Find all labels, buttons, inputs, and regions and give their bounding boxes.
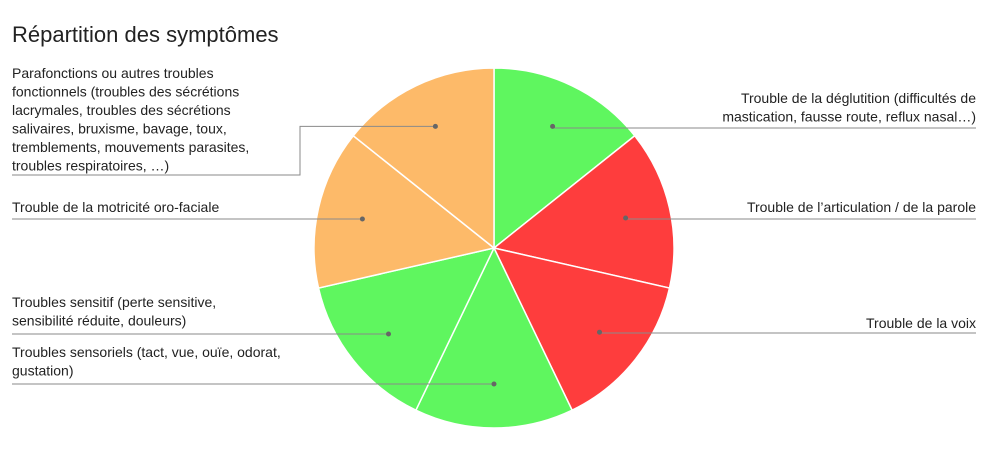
pie-slice-5 [317, 246, 496, 412]
leader-dot-6 [359, 216, 365, 222]
leader-dot-7 [432, 123, 438, 129]
slice-label-5: Troubles sensitif (perte sensitive, sensi… [12, 294, 216, 329]
leader-dot-1 [550, 123, 556, 129]
slice-label-1: Trouble de la déglutition (difficultés d… [722, 90, 976, 125]
slice-label-line: tremblements, mouvements parasites, [12, 139, 249, 155]
chart-title: Répartition des symptômes [12, 22, 279, 47]
leader-lines [12, 123, 976, 387]
slice-label-6: Trouble de la motricité oro-faciale [12, 199, 219, 215]
slice-label-line: Trouble de la déglutition (difficultés d… [741, 90, 976, 106]
slice-label-line: mastication, fausse route, reflux nasal…… [722, 109, 976, 125]
leader-dot-4 [491, 381, 497, 387]
leader-line-7 [12, 125, 436, 176]
slice-label-2: Trouble de l’articulation / de la parole [747, 199, 976, 215]
slice-label-line: salivaires, bruxisme, bavage, toux, [12, 121, 227, 137]
slice-label-line: Trouble de la motricité oro-faciale [12, 199, 219, 215]
slice-label-line: Troubles sensitif (perte sensitive, [12, 294, 216, 310]
leader-dot-5 [386, 331, 391, 337]
slice-label-7: Parafonctions ou autres troubles fonction… [12, 65, 249, 174]
pie-slices [313, 67, 675, 429]
slice-label-line: fonctionnels (troubles des sécrétions [12, 84, 239, 100]
leader-dot-2 [623, 215, 629, 221]
pie-slice-1 [493, 67, 636, 250]
leader-dot-3 [597, 329, 602, 335]
pie-slice-6 [313, 134, 496, 289]
slice-label-line: Parafonctions ou autres troubles [12, 65, 214, 81]
slice-label-line: gustation) [12, 363, 73, 379]
slice-label-line: sensibilité réduite, douleurs) [12, 313, 186, 329]
pie-slice-2 [492, 134, 675, 289]
slice-label-line: Trouble de l’articulation / de la parole [747, 199, 976, 215]
pie-slice-3 [492, 246, 671, 412]
slice-label-3: Trouble de la voix [866, 315, 976, 331]
slice-label-4: Troubles sensoriels (tact, vue, ouïe, od… [12, 344, 281, 379]
slice-label-line: lacrymales, troubles des sécrétions [12, 102, 231, 118]
slice-label-line: Troubles sensoriels (tact, vue, ouïe, od… [12, 344, 281, 360]
slice-label-line: troubles respiratoires, …) [12, 158, 169, 174]
slice-labels: Trouble de la déglutition (difficultés d… [12, 65, 976, 379]
slice-label-line: Trouble de la voix [866, 315, 976, 331]
pie-slice-4 [414, 246, 574, 429]
